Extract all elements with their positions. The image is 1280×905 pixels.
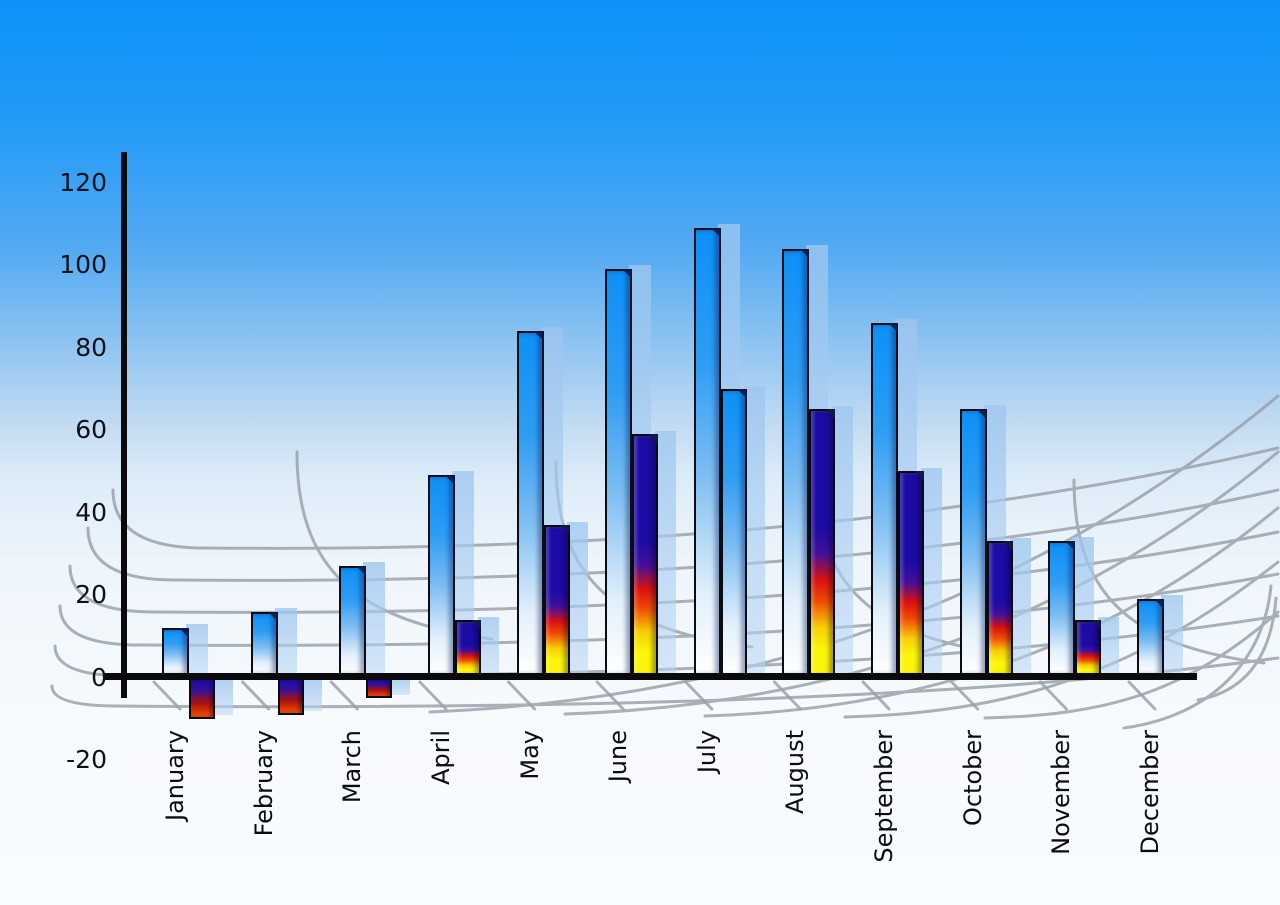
y-tick-100: 100 — [59, 250, 107, 279]
y-tick-20: 20 — [75, 580, 107, 609]
bar-may-primary — [516, 331, 544, 674]
x-label-december: December — [1135, 730, 1164, 855]
bar-april-secondary — [454, 619, 481, 675]
bar-shadow-august-secondary — [832, 406, 854, 673]
bar-july-primary — [693, 227, 721, 674]
bar-shadow-april-secondary — [477, 616, 499, 673]
bar-shadow-february-primary — [274, 607, 297, 673]
bar-september-secondary — [898, 471, 925, 675]
x-label-february: February — [249, 730, 278, 837]
bar-bevel-corner — [736, 388, 747, 399]
bar-shadow-june-secondary — [655, 431, 677, 673]
bar-bevel-corner — [533, 331, 544, 341]
bar-bevel-corner — [799, 248, 810, 259]
bar-bevel-corner — [1065, 541, 1076, 552]
bar-bevel-corner — [710, 227, 721, 238]
bar-december-primary — [1136, 599, 1164, 674]
bar-november-secondary — [1075, 619, 1102, 675]
bar-bevel-corner — [559, 524, 570, 535]
y-tick-0: 0 — [91, 662, 107, 692]
bar-march-primary — [339, 566, 367, 674]
bar-bevel-corner — [1002, 541, 1013, 552]
bar-may-secondary — [543, 524, 570, 675]
bar-july-secondary — [720, 388, 747, 675]
bar-august-primary — [782, 248, 810, 674]
bar-shadow-december-primary — [1160, 595, 1183, 673]
bar-shadow-march-primary — [363, 562, 386, 673]
y-tick-40: 40 — [75, 497, 107, 527]
bar-april-primary — [427, 475, 455, 674]
bar-bevel-corner — [648, 434, 659, 445]
y-axis-line — [121, 152, 127, 698]
y-tick--20: -20 — [66, 745, 107, 774]
bar-shadow-february-secondary — [300, 680, 322, 712]
bar-september-primary — [871, 322, 899, 674]
bar-june-secondary — [632, 434, 659, 675]
x-label-march: March — [338, 730, 367, 804]
bar-bevel-corner — [267, 611, 278, 622]
y-tick-120: 120 — [59, 167, 107, 197]
bar-january-secondary — [189, 680, 215, 719]
bar-june-primary — [605, 269, 633, 674]
bar-bevel-corner — [825, 409, 836, 420]
bar-october-primary — [959, 409, 987, 674]
x-label-may: May — [515, 730, 544, 780]
bar-shadow-july-secondary — [743, 385, 765, 673]
x-label-january: January — [161, 730, 189, 821]
bar-bevel-corner — [356, 566, 367, 577]
x-label-october: October — [958, 730, 987, 827]
bar-bevel-corner — [976, 409, 987, 420]
bar-bevel-corner — [888, 322, 899, 333]
x-label-june: June — [604, 730, 633, 783]
y-tick-60: 60 — [75, 415, 107, 444]
bar-bevel-corner — [1153, 599, 1164, 610]
bar-november-primary — [1048, 541, 1076, 674]
bar-bevel-corner — [179, 628, 189, 638]
bar-bevel-corner — [1091, 619, 1102, 630]
x-label-april: April — [426, 730, 455, 785]
bar-bevel-corner — [622, 269, 633, 280]
bar-february-secondary — [277, 680, 304, 715]
x-label-november: November — [1047, 730, 1076, 855]
x-axis-line — [103, 673, 1197, 680]
bar-bevel-corner — [914, 471, 925, 482]
bar-bevel-corner — [470, 619, 481, 630]
bar-shadow-november-secondary — [1098, 616, 1120, 673]
bar-march-secondary — [366, 680, 393, 699]
bar-august-secondary — [809, 409, 836, 675]
bar-shadow-october-secondary — [1009, 538, 1031, 673]
y-tick-80: 80 — [75, 332, 107, 362]
x-label-september: September — [870, 730, 899, 863]
bar-shadow-january-secondary — [212, 680, 233, 716]
bar-february-primary — [250, 611, 278, 674]
bar-october-secondary — [986, 541, 1013, 675]
bar-shadow-may-secondary — [566, 521, 588, 673]
bar-shadow-january-primary — [186, 624, 208, 673]
bar-bevel-corner — [444, 475, 455, 486]
x-label-august: August — [781, 730, 810, 814]
x-label-july: July — [692, 730, 721, 774]
bar-shadow-march-secondary — [389, 680, 411, 695]
bar-january-primary — [162, 628, 189, 674]
bar-shadow-september-secondary — [921, 468, 943, 673]
